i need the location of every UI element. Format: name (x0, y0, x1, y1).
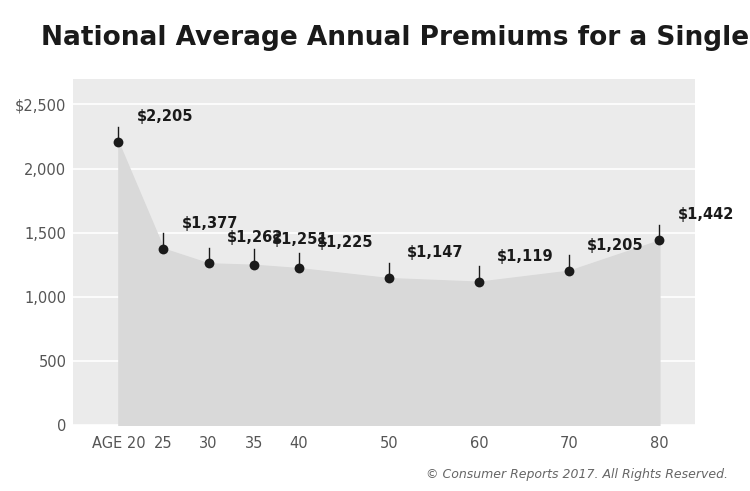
Point (653, 236, 665, 244)
Text: National Average Annual Premiums for a Single Driver: National Average Annual Premiums for a S… (41, 25, 750, 51)
Point (158, 245, 170, 252)
Text: $1,262: $1,262 (226, 230, 283, 246)
Text: $1,377: $1,377 (182, 216, 238, 231)
Text: $1,225: $1,225 (316, 235, 374, 250)
Text: $1,119: $1,119 (497, 249, 554, 264)
Text: $1,251: $1,251 (272, 232, 328, 247)
Point (202, 259, 214, 267)
Point (112, 138, 125, 146)
Point (248, 261, 259, 269)
Point (292, 264, 304, 272)
Text: $2,205: $2,205 (136, 109, 193, 124)
Point (383, 274, 395, 282)
Text: $1,442: $1,442 (677, 207, 734, 222)
Point (563, 267, 575, 274)
Text: $1,147: $1,147 (407, 245, 464, 260)
Point (473, 278, 485, 286)
Text: $1,205: $1,205 (587, 238, 644, 253)
Text: © Consumer Reports 2017. All Rights Reserved.: © Consumer Reports 2017. All Rights Rese… (425, 468, 728, 481)
